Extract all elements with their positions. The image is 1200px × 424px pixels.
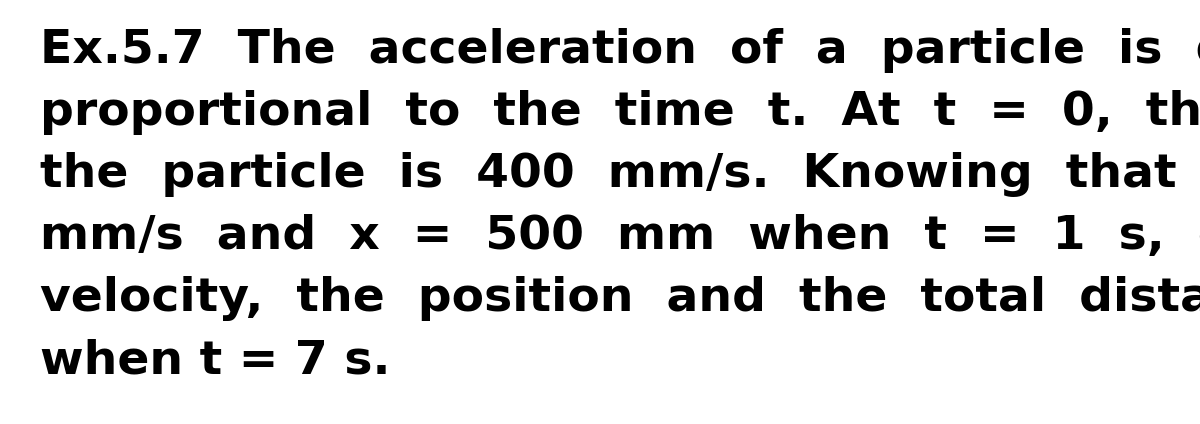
Text: the  particle  is  400  mm/s.  Knowing  that  v  =  370: the particle is 400 mm/s. Knowing that v… [40,152,1200,197]
Text: when t = 7 s.: when t = 7 s. [40,338,390,383]
Text: velocity,  the  position  and  the  total  distance  traveled: velocity, the position and the total dis… [40,276,1200,321]
Text: proportional  to  the  time  t.  At  t  =  0,  the  velocity  of: proportional to the time t. At t = 0, th… [40,90,1200,135]
Text: mm/s  and  x  =  500  mm  when  t  =  1  s,  determine  the: mm/s and x = 500 mm when t = 1 s, determ… [40,214,1200,259]
Text: Ex.5.7  The  acceleration  of  a  particle  is  directly: Ex.5.7 The acceleration of a particle is… [40,28,1200,73]
